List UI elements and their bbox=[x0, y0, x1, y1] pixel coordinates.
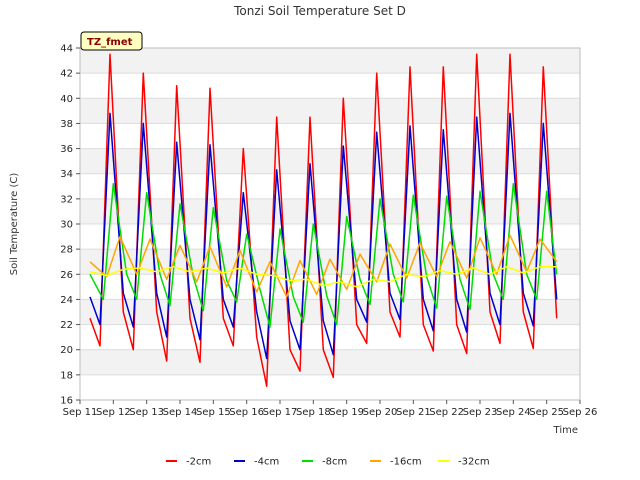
y-tick-label: 16 bbox=[60, 396, 73, 407]
grid-band bbox=[80, 148, 580, 174]
y-tick-label: 44 bbox=[60, 44, 73, 55]
x-tick-label: Sep 14 bbox=[163, 407, 198, 418]
x-tick-label: Sep 16 bbox=[229, 407, 264, 418]
y-tick-label: 28 bbox=[60, 245, 73, 256]
y-tick-label: 32 bbox=[60, 194, 73, 205]
series-group bbox=[89, 53, 558, 387]
legend-label: -2cm bbox=[186, 457, 211, 468]
y-tick-label: 18 bbox=[60, 370, 73, 381]
x-tick-label: Sep 12 bbox=[96, 407, 131, 418]
y-tick-label: 40 bbox=[60, 94, 73, 105]
legend-label: -32cm bbox=[458, 457, 490, 468]
series-line-32cm bbox=[89, 265, 557, 288]
badge-box bbox=[80, 31, 143, 51]
series-line-8cm bbox=[89, 183, 558, 328]
grid-band bbox=[80, 173, 580, 199]
grid-band bbox=[80, 123, 580, 149]
series-line-2cm bbox=[89, 53, 558, 387]
legend-label: -4cm bbox=[254, 457, 279, 468]
legend-label: -16cm bbox=[390, 457, 422, 468]
grid-band bbox=[80, 98, 580, 124]
x-tick-label: Sep 11 bbox=[63, 407, 98, 418]
y-tick-label: 22 bbox=[60, 320, 73, 331]
series-line-16cm bbox=[89, 234, 558, 298]
grid-band bbox=[80, 349, 580, 375]
grid-band bbox=[80, 374, 580, 400]
station-badge: TZ_fmet bbox=[80, 31, 143, 51]
y-axis-label: Soil Temperature (C) bbox=[9, 173, 20, 276]
grid-band bbox=[80, 224, 580, 250]
x-axis-label: Time bbox=[553, 425, 578, 436]
y-tick-label: 30 bbox=[60, 220, 73, 231]
y-tick-label: 34 bbox=[60, 169, 73, 180]
x-tick-label: Sep 13 bbox=[129, 407, 164, 418]
chart-title: Tonzi Soil Temperature Set D bbox=[233, 4, 406, 18]
y-tick-label: 24 bbox=[60, 295, 73, 306]
grid-band bbox=[80, 198, 580, 224]
series-line-4cm bbox=[89, 112, 558, 360]
y-tick-label: 26 bbox=[60, 270, 73, 281]
y-axis-ticks: 16 18 20 22 24 26 28 30 32 34 36 38 40 42 44 bbox=[60, 44, 80, 407]
x-tick-label: Sep 22 bbox=[429, 407, 464, 418]
y-tick-label: 42 bbox=[60, 69, 73, 80]
x-tick-label: Sep 18 bbox=[296, 407, 331, 418]
x-tick-label: Sep 26 bbox=[563, 407, 598, 418]
x-tick-label: Sep 20 bbox=[363, 407, 398, 418]
x-tick-label: Sep 21 bbox=[396, 407, 431, 418]
y-tick-label: 20 bbox=[60, 345, 73, 356]
y-tick-label: 38 bbox=[60, 119, 73, 130]
legend: -2cm -4cm -8cm -16cm -32cm bbox=[166, 457, 490, 468]
x-tick-label: Sep 23 bbox=[463, 407, 498, 418]
x-tick-label: Sep 25 bbox=[529, 407, 564, 418]
y-tick-label: 36 bbox=[60, 144, 73, 155]
x-tick-label: Sep 15 bbox=[196, 407, 231, 418]
x-tick-label: Sep 19 bbox=[329, 407, 364, 418]
x-tick-label: Sep 17 bbox=[263, 407, 298, 418]
legend-label: -8cm bbox=[322, 457, 347, 468]
grid-band bbox=[80, 48, 580, 74]
badge-label: TZ_fmet bbox=[87, 37, 133, 48]
x-tick-label: Sep 24 bbox=[496, 407, 531, 418]
grid-band bbox=[80, 73, 580, 99]
